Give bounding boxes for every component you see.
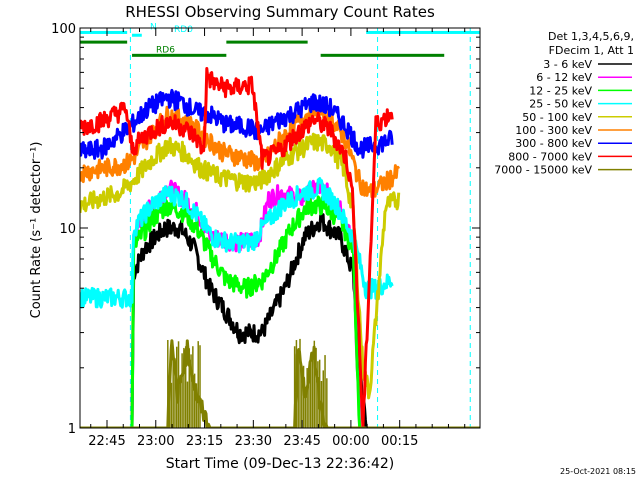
legend-entry: 25 - 50 keV: [529, 98, 592, 111]
y-tick-label: 1: [68, 422, 76, 437]
status-bar-label: RD6: [156, 45, 175, 55]
series-line-12-25-kev: [80, 195, 480, 428]
axes: 1 10 100 22:45 23:00 23:15 23:30 23:45 00:00 00:1…: [51, 22, 481, 449]
series-line-25-50-kev: [80, 177, 394, 309]
x-tick-label: 00:00: [332, 434, 369, 449]
legend-entry: 300 - 800 keV: [515, 137, 592, 150]
status-bar-label: N: [150, 22, 157, 32]
legend-entry: 7000 - 15000 keV: [494, 164, 592, 177]
footer-date: 25-Oct-2021 08:15: [560, 467, 636, 476]
legend: Det 1,3,4,5,6,9,FDecim 1, Att 13 - 6 keV…: [494, 30, 634, 177]
status-bar: [366, 30, 480, 34]
series-line-300-800-kev: [80, 88, 394, 160]
status-bar: [80, 40, 128, 44]
legend-entry: 12 - 25 keV: [529, 84, 592, 97]
series-line-800-7000-kev: [80, 67, 394, 428]
series-line-50-100-kev: [80, 132, 401, 400]
series-line-3-6-kev: [80, 213, 480, 428]
status-bar: [132, 33, 142, 37]
x-tick-label: 23:15: [186, 434, 223, 449]
x-tick-label: 23:45: [283, 434, 320, 449]
legend-title: FDecim 1, Att 1: [549, 44, 634, 57]
y-axis-label: Count Rate (s⁻¹ detector⁻¹): [29, 142, 44, 319]
x-tick-label: 23:30: [235, 434, 272, 449]
y-tick-label: 100: [51, 22, 76, 37]
status-bar: [132, 53, 227, 57]
legend-entry: 6 - 12 keV: [536, 71, 592, 84]
x-tick-label: 00:15: [381, 434, 418, 449]
status-bar: [226, 40, 308, 44]
chart-title: RHESSI Observing Summary Count Rates: [125, 3, 435, 21]
x-tick-label: 22:45: [88, 434, 125, 449]
legend-entry: 100 - 300 keV: [515, 124, 592, 137]
status-bar-label: RD0: [174, 25, 193, 35]
legend-title: Det 1,3,4,5,6,9,: [548, 30, 634, 43]
x-tick-label: 23:00: [137, 434, 174, 449]
legend-entry: 50 - 100 keV: [522, 111, 592, 124]
series-line-100-300-kev: [80, 100, 401, 199]
status-bar: [320, 53, 445, 57]
y-tick-label: 10: [59, 222, 76, 237]
legend-entry: 800 - 7000 keV: [508, 150, 592, 163]
legend-entry: 3 - 6 keV: [543, 58, 592, 71]
status-bar: [80, 30, 128, 34]
x-axis-label: Start Time (09-Dec-13 22:36:42): [166, 456, 394, 472]
plot-area: N RD0 RD6: [80, 22, 480, 428]
